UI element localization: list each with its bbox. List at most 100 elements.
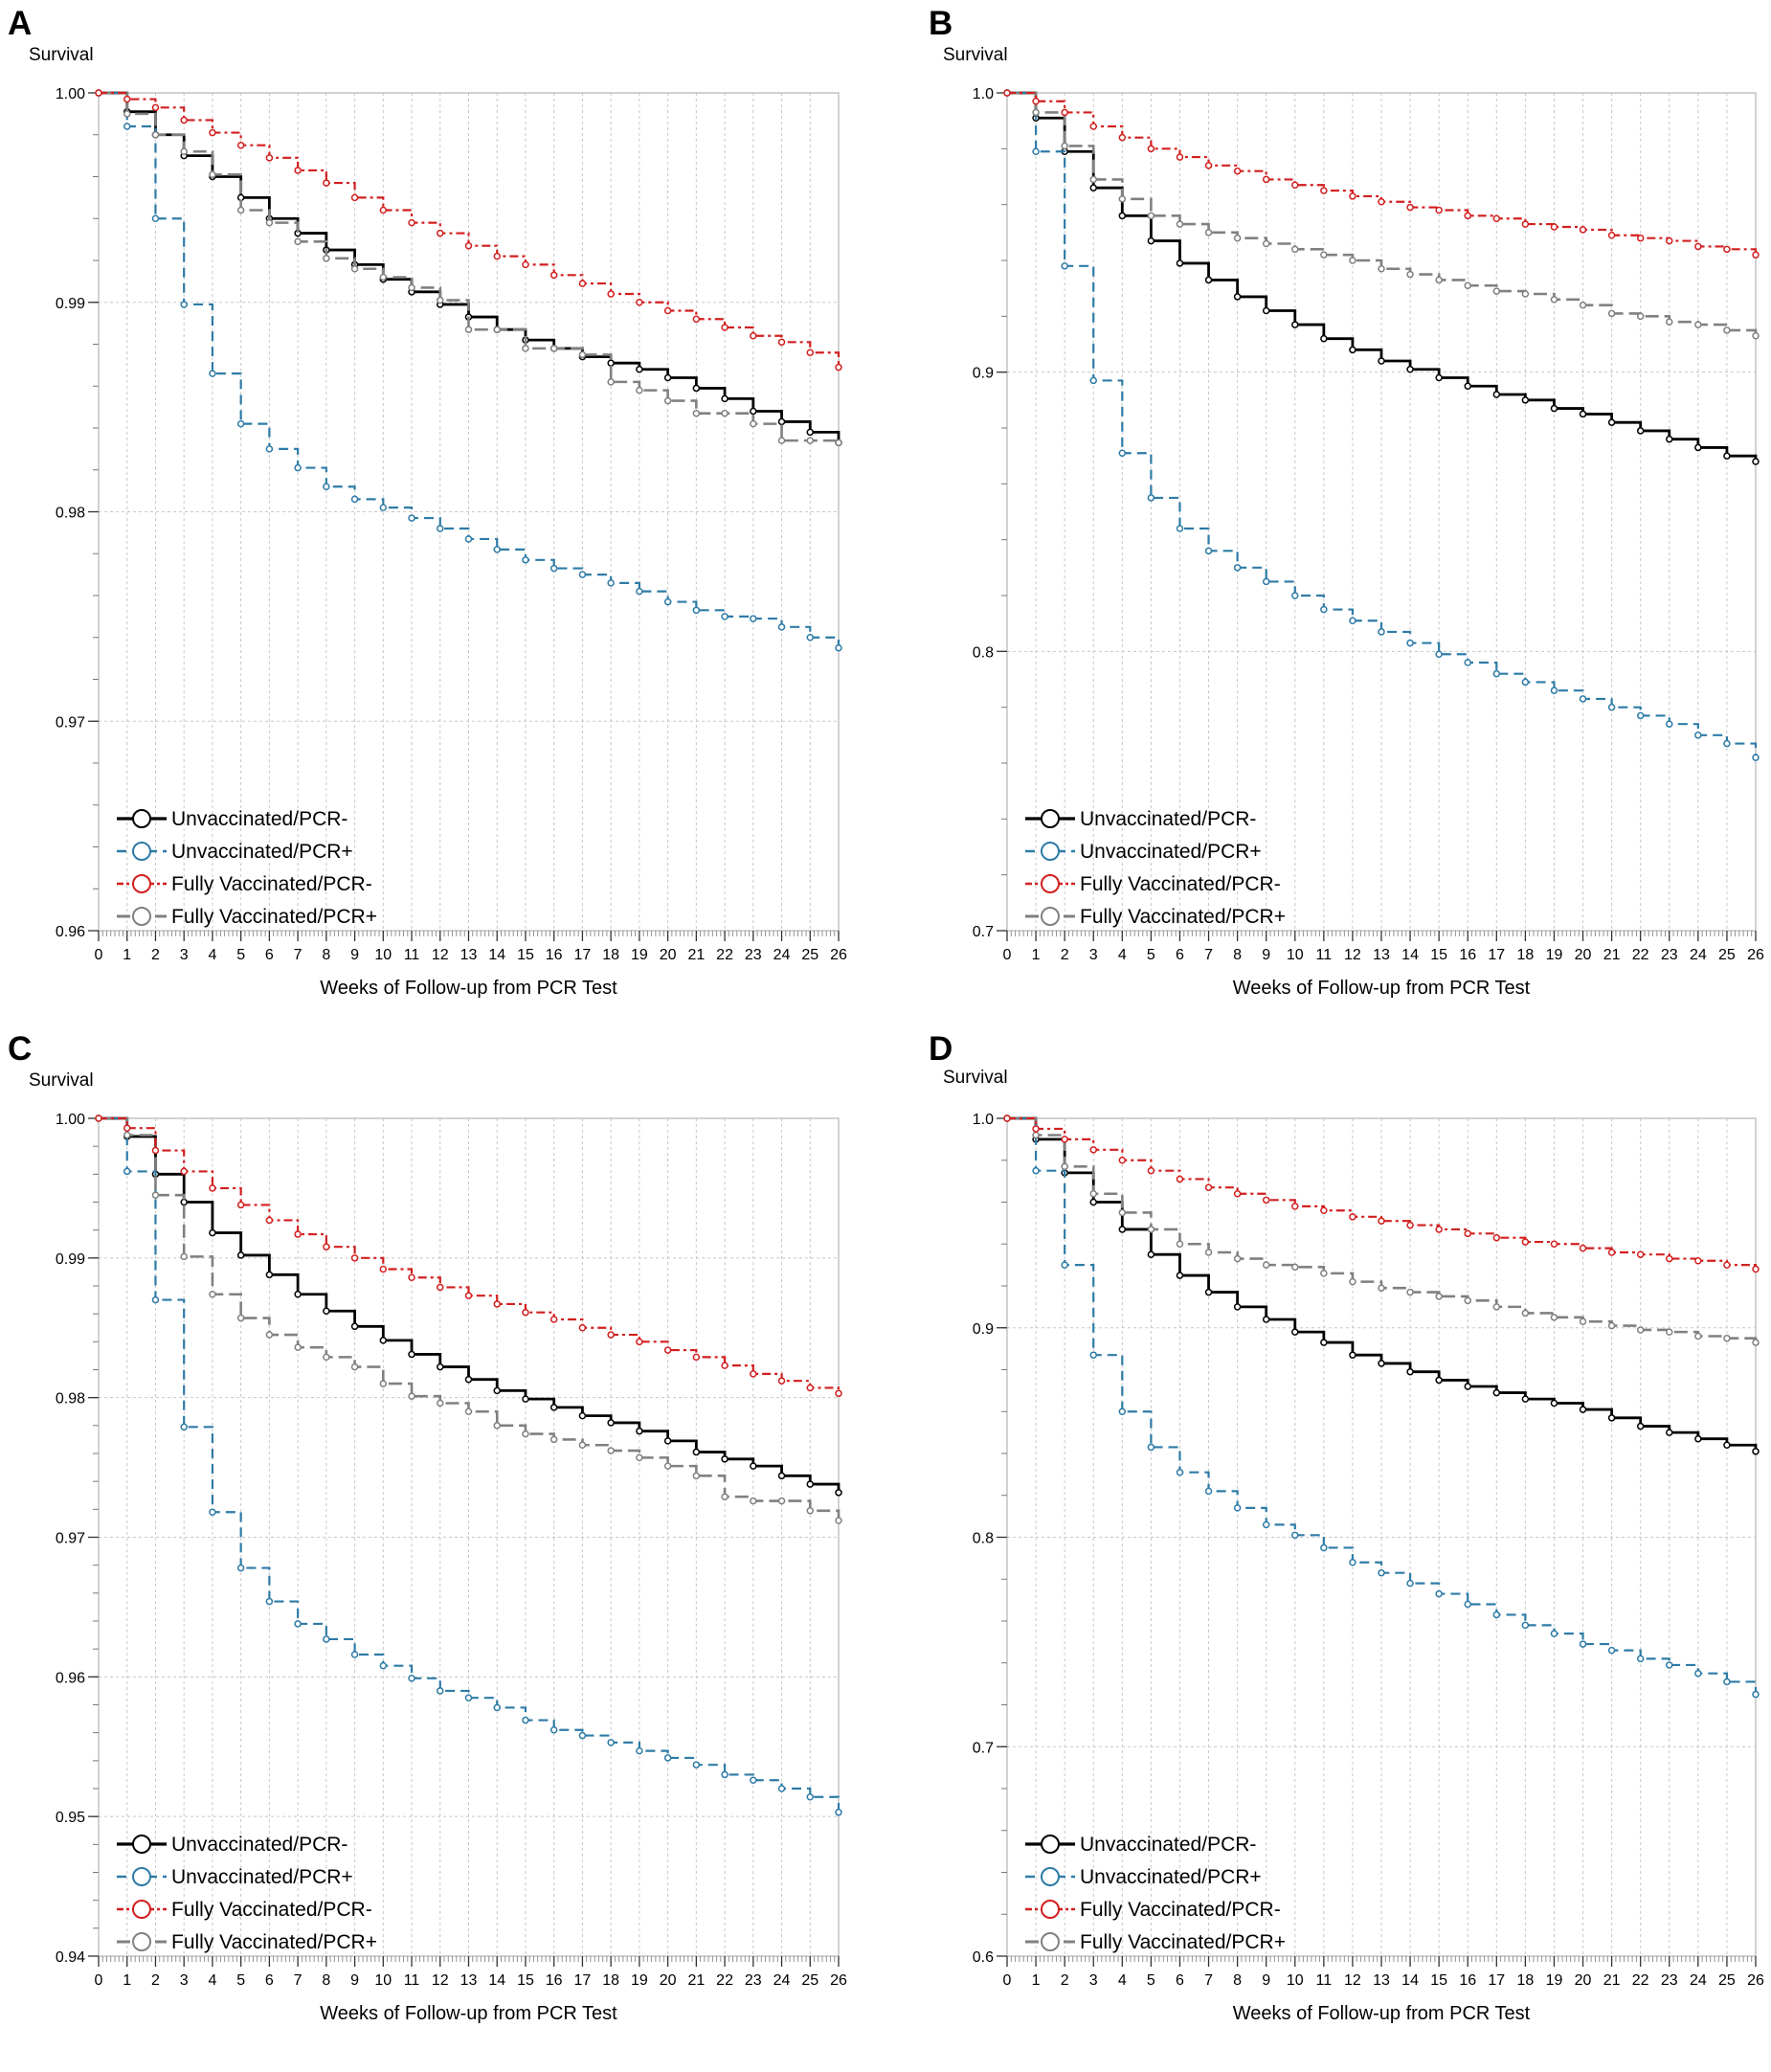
x-tick-label: 26 xyxy=(830,947,847,963)
data-point xyxy=(692,315,701,323)
data-point xyxy=(636,299,643,306)
x-tick-label: 0 xyxy=(1003,1972,1012,1989)
data-point xyxy=(1204,1249,1213,1256)
data-point xyxy=(636,1427,643,1435)
data-point xyxy=(1406,203,1414,212)
y-tick-label: 0.94 xyxy=(56,1949,85,1966)
legend-label: Fully Vaccinated/PCR+ xyxy=(1080,1931,1286,1953)
data-point xyxy=(806,634,815,642)
legend-marker xyxy=(132,1835,151,1854)
data-point xyxy=(1089,123,1097,130)
data-point xyxy=(265,445,274,453)
y-tick-label: 0.9 xyxy=(973,1321,994,1338)
data-point xyxy=(607,359,615,367)
x-tick-label: 7 xyxy=(294,1972,303,1989)
data-point xyxy=(437,1363,444,1371)
data-point xyxy=(1349,617,1356,624)
x-tick-label: 8 xyxy=(1233,947,1242,963)
data-point xyxy=(806,1480,815,1488)
data-point xyxy=(1233,1190,1242,1198)
data-point xyxy=(1378,1217,1385,1225)
x-tick-label: 15 xyxy=(1430,947,1447,963)
x-tick-label: 13 xyxy=(460,1972,478,1989)
data-point xyxy=(692,384,701,393)
data-point xyxy=(493,546,501,553)
legend-label: Fully Vaccinated/PCR- xyxy=(171,1899,372,1921)
data-point xyxy=(1723,452,1731,460)
x-tick-label: 22 xyxy=(716,1972,733,1989)
y-tick-label: 0.98 xyxy=(56,1391,85,1408)
data-point xyxy=(1089,1351,1097,1359)
data-point xyxy=(1032,1166,1040,1175)
data-point xyxy=(1723,739,1731,748)
data-point xyxy=(636,1338,643,1346)
x-tick-label: 3 xyxy=(1089,1972,1098,1989)
data-point xyxy=(692,1761,701,1768)
data-point xyxy=(464,1375,473,1384)
x-tick-label: 15 xyxy=(517,1972,534,1989)
data-point xyxy=(549,1726,558,1734)
x-tick-label: 25 xyxy=(801,1972,818,1989)
data-point xyxy=(1694,732,1702,739)
x-tick-label: 19 xyxy=(1546,947,1563,963)
x-tick-label: 17 xyxy=(574,947,592,963)
legend-label: Fully Vaccinated/PCR- xyxy=(1080,873,1281,895)
data-point xyxy=(1636,711,1645,720)
data-point xyxy=(1607,703,1616,711)
series-line xyxy=(99,1116,841,1520)
y-axis-label: Survival xyxy=(29,1070,94,1091)
y-tick-label: 1.0 xyxy=(973,86,994,102)
legend-label: Fully Vaccinated/PCR+ xyxy=(171,1931,377,1953)
data-point xyxy=(1435,206,1443,214)
data-point xyxy=(1492,287,1501,295)
data-point xyxy=(294,1343,302,1351)
x-tick-label: 10 xyxy=(374,947,392,963)
data-point xyxy=(1694,1332,1702,1340)
data-point xyxy=(350,193,359,202)
data-point xyxy=(549,271,558,280)
data-point xyxy=(1378,198,1385,206)
data-point xyxy=(750,1497,757,1505)
data-point xyxy=(1550,296,1558,304)
data-point xyxy=(1464,1383,1471,1390)
y-tick-label: 0.7 xyxy=(973,924,994,940)
x-tick-label: 1 xyxy=(1032,1972,1041,1989)
x-tick-label: 22 xyxy=(1632,947,1649,963)
data-point xyxy=(1694,1434,1702,1443)
data-point xyxy=(493,326,501,333)
data-point xyxy=(522,1716,529,1724)
data-point xyxy=(1061,108,1068,117)
data-point xyxy=(835,1389,842,1398)
x-tick-label: 22 xyxy=(1632,1972,1649,1989)
data-point xyxy=(95,89,102,97)
data-point xyxy=(578,280,587,287)
data-point xyxy=(1118,195,1127,203)
x-tick-label: 21 xyxy=(687,1972,705,1989)
data-point xyxy=(578,350,587,359)
data-point xyxy=(151,214,160,222)
data-point xyxy=(835,1809,842,1816)
data-point xyxy=(408,1350,415,1359)
x-tick-label: 25 xyxy=(801,947,818,963)
data-point xyxy=(1492,1303,1501,1311)
x-tick-label: 12 xyxy=(1344,947,1361,963)
y-tick-label: 0.96 xyxy=(56,924,85,940)
data-point xyxy=(607,290,615,298)
data-point xyxy=(1320,1339,1328,1346)
x-tick-label: 22 xyxy=(716,947,733,963)
data-point xyxy=(1176,1272,1184,1279)
data-point xyxy=(1262,1196,1270,1205)
data-point xyxy=(236,141,245,149)
x-tick-label: 9 xyxy=(350,1972,359,1989)
data-point xyxy=(437,1687,444,1695)
data-point xyxy=(437,229,444,237)
x-tick-label: 7 xyxy=(294,947,303,963)
data-point xyxy=(1378,1568,1385,1577)
data-point xyxy=(607,378,615,386)
data-point xyxy=(350,495,359,504)
x-tick-label: 7 xyxy=(1204,1972,1213,1989)
x-tick-label: 20 xyxy=(1575,947,1592,963)
x-axis-label: Weeks of Follow-up from PCR Test xyxy=(320,2003,617,2024)
